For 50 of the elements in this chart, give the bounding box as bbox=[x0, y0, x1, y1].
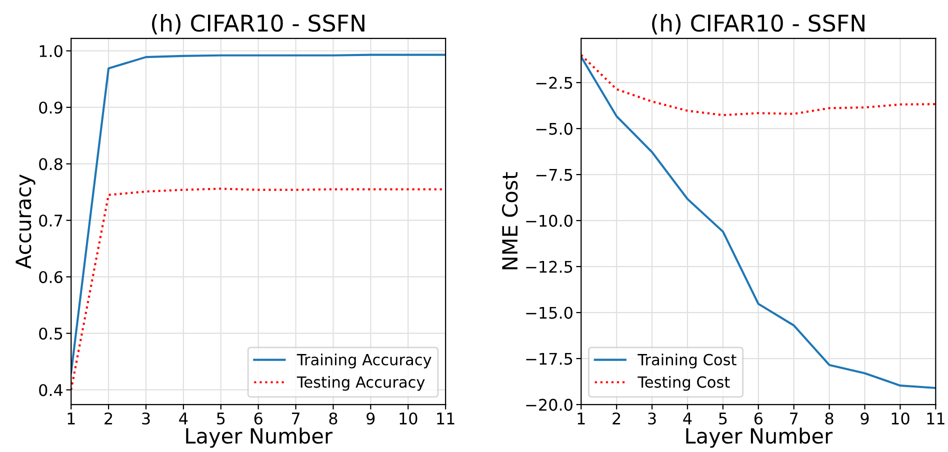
x-tick-label: 7 bbox=[292, 412, 300, 424]
x-tick-label: 9 bbox=[860, 412, 869, 425]
x-tick-label: 1 bbox=[578, 412, 585, 424]
x-tick-label: 4 bbox=[683, 412, 692, 424]
y-tick-label: −15.0 bbox=[526, 306, 572, 319]
x-tick-label: 3 bbox=[142, 412, 150, 425]
x-tick-label: 11 bbox=[437, 412, 454, 424]
y-tick-label: 0.8 bbox=[39, 158, 62, 170]
x-tick-label: 6 bbox=[754, 412, 762, 425]
x-tick-label: 8 bbox=[825, 412, 834, 425]
legend-label: Training Cost bbox=[638, 354, 736, 368]
x-tick-label: 5 bbox=[217, 412, 225, 425]
x-tick-label: 7 bbox=[790, 412, 798, 424]
y-tick-label: −17.5 bbox=[526, 352, 572, 365]
x-tick-label: 2 bbox=[104, 412, 112, 424]
chart-title: (h) CIFAR10 - SSFN bbox=[152, 14, 364, 34]
y-tick-label: −2.5 bbox=[536, 76, 572, 89]
line-series bbox=[581, 54, 936, 116]
x-tick-label: 10 bbox=[400, 412, 418, 425]
x-axis-title: Layer Number bbox=[186, 428, 333, 448]
y-axis-title: NME Cost bbox=[502, 172, 518, 270]
y-axis-title: Accuracy bbox=[16, 174, 36, 269]
x-tick-label: 10 bbox=[892, 412, 910, 425]
y-tick-label: −20.0 bbox=[526, 398, 572, 411]
y-tick-label: −12.5 bbox=[526, 260, 572, 273]
x-tick-label: 3 bbox=[648, 412, 656, 425]
y-tick-label: 0.7 bbox=[39, 214, 62, 227]
y-tick-label: −7.5 bbox=[536, 168, 572, 181]
y-tick-label: −10.0 bbox=[526, 214, 572, 227]
x-tick-label: 11 bbox=[927, 412, 944, 424]
legend-label: Training Accuracy bbox=[296, 354, 432, 368]
chart-title: (h) CIFAR10 - SSFN bbox=[652, 14, 864, 34]
y-tick-label: 0.4 bbox=[39, 384, 63, 396]
legend-label: Testing Accuracy bbox=[296, 376, 425, 391]
line-series bbox=[71, 54, 446, 374]
legend-label: Testing Cost bbox=[638, 376, 730, 391]
y-tick-label: 0.5 bbox=[39, 328, 62, 340]
x-tick-label: 2 bbox=[612, 412, 620, 424]
x-tick-label: 9 bbox=[366, 412, 375, 425]
x-tick-label: 5 bbox=[719, 412, 727, 425]
y-tick-label: 0.9 bbox=[39, 102, 62, 114]
x-tick-label: 6 bbox=[254, 412, 262, 425]
x-tick-label: 1 bbox=[68, 412, 75, 424]
line-series bbox=[581, 56, 936, 390]
y-tick-label: −5.0 bbox=[536, 122, 572, 135]
y-tick-label: 1.0 bbox=[40, 45, 62, 58]
x-tick-label: 8 bbox=[329, 412, 338, 425]
x-axis-title: Layer Number bbox=[686, 428, 833, 448]
x-tick-label: 4 bbox=[179, 412, 188, 424]
y-tick-label: 0.6 bbox=[39, 271, 62, 284]
